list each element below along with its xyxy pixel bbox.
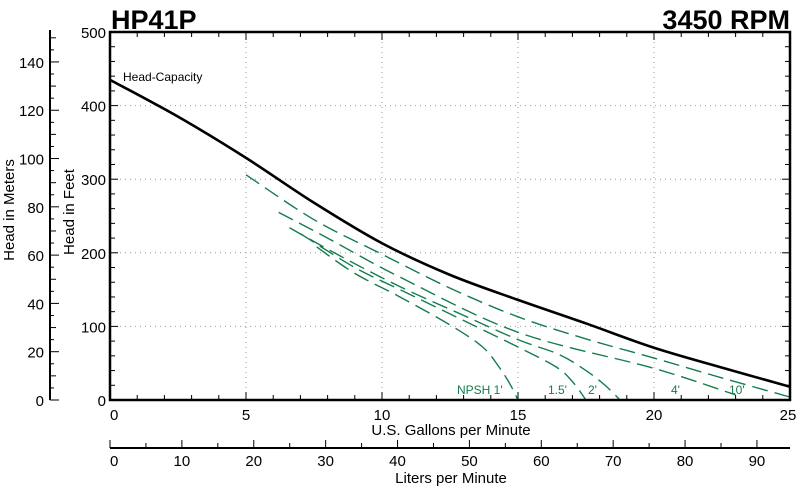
axis-ticks bbox=[49, 30, 791, 449]
x2-axis-label: Liters per Minute bbox=[395, 470, 507, 487]
npsh-label-10: 10' bbox=[729, 383, 745, 397]
x2-tick-label: 80 bbox=[677, 453, 694, 470]
npsh-label-1: NPSH 1' bbox=[457, 383, 503, 397]
y2-tick-label: 80 bbox=[27, 200, 44, 217]
y2-tick-label: 100 bbox=[19, 152, 44, 169]
x-tick-label: 25 bbox=[780, 407, 797, 424]
y2-tick-label: 140 bbox=[19, 55, 44, 72]
y-tick-label: 100 bbox=[81, 319, 106, 336]
y-tick-label: 0 bbox=[98, 393, 106, 410]
x2-tick-label: 50 bbox=[461, 453, 478, 470]
y2-tick-label: 40 bbox=[27, 296, 44, 313]
y2-tick-label: 0 bbox=[36, 393, 44, 410]
y2-tick-label: 20 bbox=[27, 345, 44, 362]
y-tick-label: 500 bbox=[81, 25, 106, 42]
y2-tick-label: 60 bbox=[27, 248, 44, 265]
x-tick-label: 20 bbox=[646, 407, 663, 424]
y-tick-label: 200 bbox=[81, 246, 106, 263]
npsh-label-4: 4' bbox=[671, 383, 680, 397]
tick-labels: 0 5 10 15 20 25010020030040050002040608010012… bbox=[19, 25, 796, 470]
head-capacity-curve bbox=[109, 78, 791, 389]
x2-tick-label: 90 bbox=[749, 453, 766, 470]
x-tick-label: 0 bbox=[110, 407, 118, 424]
x2-tick-label: 40 bbox=[389, 453, 406, 470]
curves bbox=[109, 78, 791, 401]
npsh-curve bbox=[289, 227, 621, 401]
chart-subtitle: 3450 RPM bbox=[662, 5, 790, 35]
x2-tick-label: 60 bbox=[533, 453, 550, 470]
x2-tick-label: 30 bbox=[317, 453, 334, 470]
y-tick-label: 300 bbox=[81, 172, 106, 189]
x-tick-label: 5 bbox=[242, 407, 250, 424]
y2-tick-label: 120 bbox=[19, 103, 44, 120]
x-tick-label: 10 bbox=[374, 407, 391, 424]
x-tick-label: 15 bbox=[510, 407, 527, 424]
npsh-curve bbox=[300, 233, 587, 401]
npsh-curve bbox=[316, 246, 519, 401]
chart-title: HP41P bbox=[111, 5, 197, 35]
x2-tick-label: 0 bbox=[110, 453, 118, 470]
y2-axis-label: Head in Meters bbox=[1, 159, 18, 261]
x2-tick-label: 10 bbox=[174, 453, 191, 470]
npsh-curve bbox=[245, 174, 791, 398]
y-tick-label: 400 bbox=[81, 99, 106, 116]
x-axis-label: U.S. Gallons per Minute bbox=[371, 422, 530, 439]
grid bbox=[110, 32, 790, 400]
x2-tick-label: 70 bbox=[605, 453, 622, 470]
plot-frame bbox=[108, 30, 792, 402]
npsh-label-1-5: 1.5' bbox=[548, 383, 567, 397]
npsh-curve bbox=[278, 211, 736, 396]
x2-tick-label: 20 bbox=[245, 453, 262, 470]
npsh-label-2: 2' bbox=[588, 383, 597, 397]
head-capacity-label: Head-Capacity bbox=[123, 70, 202, 84]
y-axis-label: Head in Feet bbox=[61, 168, 78, 255]
